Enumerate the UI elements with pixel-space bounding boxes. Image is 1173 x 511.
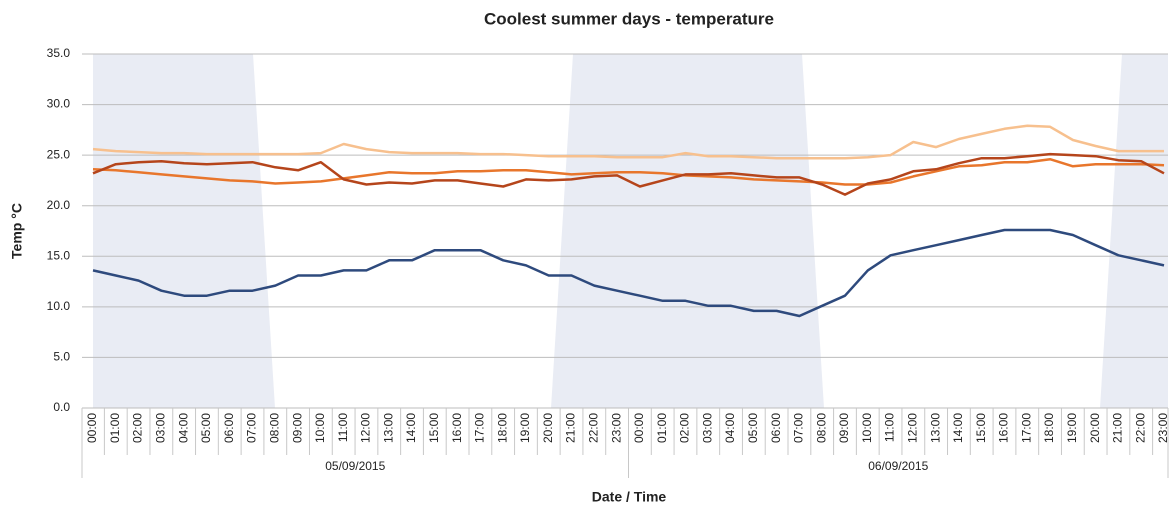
x-tick-label: 07:00 xyxy=(245,413,259,443)
x-tick-label: 11:00 xyxy=(883,413,897,442)
series-line xyxy=(92,157,1165,186)
x-tick-label: 00:00 xyxy=(632,413,646,443)
y-tick-label: 10.0 xyxy=(47,299,71,313)
series-line xyxy=(92,124,1164,160)
x-tick-label: 09:00 xyxy=(290,413,304,443)
y-axis-title: Temp °C xyxy=(9,203,25,259)
x-tick-label: 23:00 xyxy=(1156,413,1170,443)
x-tick-label: 20:00 xyxy=(541,413,555,443)
x-tick-label: 11:00 xyxy=(336,413,350,442)
x-tick-label: 20:00 xyxy=(1088,413,1102,443)
x-tick-label: 04:00 xyxy=(723,413,737,443)
series-line xyxy=(92,228,1165,318)
chart-title: Coolest summer days - temperature xyxy=(484,9,774,28)
x-tick-label: 00:00 xyxy=(85,413,99,443)
x-tick-label: 12:00 xyxy=(359,413,373,443)
x-tick-label: 18:00 xyxy=(1042,413,1056,443)
x-tick-label: 02:00 xyxy=(678,413,692,443)
x-tick-label: 22:00 xyxy=(586,413,600,443)
x-tick-label: 08:00 xyxy=(814,413,828,443)
x-tick-label: 16:00 xyxy=(450,413,464,443)
x-tick-label: 21:00 xyxy=(1111,413,1125,443)
night-band xyxy=(93,54,275,408)
y-tick-label: 35.0 xyxy=(47,46,71,60)
x-tick-label: 05:00 xyxy=(746,413,760,443)
x-tick-label: 06:00 xyxy=(769,413,783,443)
night-band xyxy=(1100,54,1168,408)
group-label: 06/09/2015 xyxy=(868,459,928,473)
x-tick-label: 09:00 xyxy=(837,413,851,443)
x-tick-label: 03:00 xyxy=(700,413,714,443)
x-tick-label: 03:00 xyxy=(154,413,168,443)
x-tick-label: 01:00 xyxy=(108,413,122,443)
x-tick-label: 13:00 xyxy=(381,413,395,443)
x-tick-label: 10:00 xyxy=(860,413,874,443)
x-tick-label: 15:00 xyxy=(974,413,988,443)
y-tick-label: 15.0 xyxy=(47,248,71,262)
x-tick-label: 23:00 xyxy=(609,413,623,443)
x-tick-label: 02:00 xyxy=(131,413,145,443)
night-shading xyxy=(93,54,1168,408)
x-tick-label: 14:00 xyxy=(404,413,418,443)
x-tick-label: 01:00 xyxy=(655,413,669,443)
x-tick-label: 07:00 xyxy=(792,413,806,443)
x-tick-label: 10:00 xyxy=(313,413,327,443)
y-tick-label: 5.0 xyxy=(53,350,70,364)
y-tick-label: 20.0 xyxy=(47,198,71,212)
x-tick-label: 19:00 xyxy=(1065,413,1079,443)
y-tick-label: 25.0 xyxy=(47,147,71,161)
x-tick-label: 14:00 xyxy=(951,413,965,443)
series-line xyxy=(92,152,1165,196)
x-tick-label: 05:00 xyxy=(199,413,213,443)
x-tick-label: 17:00 xyxy=(1019,413,1033,443)
x-tick-label: 06:00 xyxy=(222,413,236,443)
y-tick-label: 30.0 xyxy=(47,97,71,111)
night-band xyxy=(551,54,824,408)
x-tick-label: 21:00 xyxy=(564,413,578,443)
x-tick-label: 08:00 xyxy=(267,413,281,443)
x-tick-label: 13:00 xyxy=(928,413,942,443)
group-label: 05/09/2015 xyxy=(325,459,385,473)
x-tick-label: 19:00 xyxy=(518,413,532,443)
x-tick-label: 22:00 xyxy=(1133,413,1147,443)
x-axis-title: Date / Time xyxy=(592,489,667,505)
x-tick-label: 04:00 xyxy=(176,413,190,443)
x-tick-label: 17:00 xyxy=(473,413,487,443)
x-tick-label: 12:00 xyxy=(906,413,920,443)
x-tick-label: 16:00 xyxy=(997,413,1011,443)
y-tick-label: 0.0 xyxy=(53,400,70,414)
x-tick-label: 18:00 xyxy=(495,413,509,443)
x-tick-label: 15:00 xyxy=(427,413,441,443)
